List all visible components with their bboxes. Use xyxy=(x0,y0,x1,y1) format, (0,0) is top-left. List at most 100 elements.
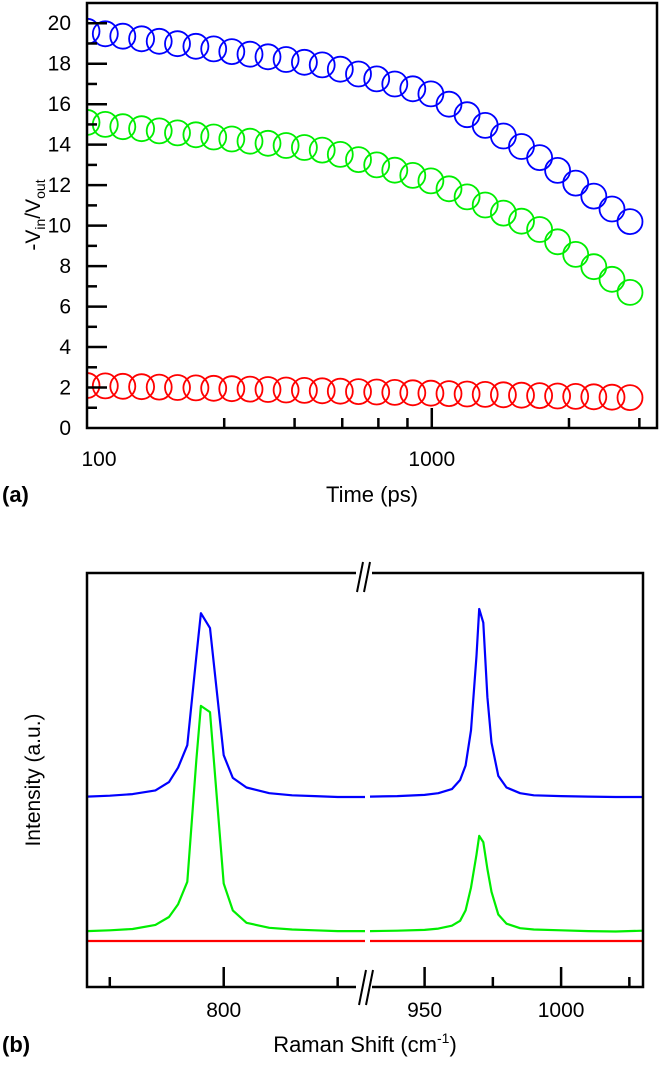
data-point xyxy=(218,125,246,153)
data-point xyxy=(88,372,101,399)
data-point xyxy=(345,60,372,88)
data-point xyxy=(254,129,282,157)
spectrum-line-seg1-series0 xyxy=(369,607,643,799)
data-point xyxy=(526,216,553,243)
data-point xyxy=(471,191,499,219)
data-point xyxy=(91,372,119,400)
panel-b-y-axis-label: Intensity (a.u.) xyxy=(22,713,45,846)
data-point xyxy=(109,372,137,400)
panel-b-raman-spectra-chart: 800 950 1000 Intensity (a.u.) Raman Shift … xyxy=(2,561,645,1057)
data-point xyxy=(598,265,626,293)
y-tick-label: 4 xyxy=(59,336,71,359)
y-tick-label: 18 xyxy=(48,53,71,76)
data-point xyxy=(109,113,137,141)
data-point xyxy=(417,379,445,407)
axis-break-top xyxy=(356,561,372,593)
data-point xyxy=(363,65,391,93)
data-point xyxy=(562,169,590,197)
data-point xyxy=(272,46,300,73)
x-tick-label: 800 xyxy=(206,999,241,1022)
data-point xyxy=(562,240,590,268)
data-point xyxy=(272,376,300,404)
data-point xyxy=(308,51,336,79)
panel-a-label: (a) xyxy=(2,482,29,507)
data-point xyxy=(489,199,517,227)
data-point xyxy=(489,122,517,150)
data-point xyxy=(435,380,463,408)
data-point xyxy=(345,378,372,406)
data-point xyxy=(145,27,173,55)
data-point xyxy=(326,377,354,405)
panel-a-y-axis-label: -Vin/Vout xyxy=(22,179,48,250)
data-point xyxy=(363,378,391,406)
data-point xyxy=(580,253,608,281)
data-point xyxy=(272,132,300,159)
data-point xyxy=(399,379,427,407)
data-point xyxy=(145,117,173,145)
data-point xyxy=(236,40,264,68)
panel-b-axis-ticks: 800 950 1000 xyxy=(108,967,631,1022)
data-point xyxy=(128,373,156,401)
panel-b-x-axis-label: Raman Shift (cm-1) xyxy=(273,1030,457,1057)
data-point xyxy=(399,75,427,103)
data-point xyxy=(417,167,445,195)
data-point xyxy=(88,109,101,136)
data-point xyxy=(508,133,535,160)
y-tick-label: 8 xyxy=(59,255,71,278)
data-point xyxy=(91,20,119,48)
data-point xyxy=(381,156,409,184)
data-point xyxy=(453,380,481,408)
y-tick-label: 16 xyxy=(48,93,71,116)
data-point xyxy=(381,378,409,406)
data-point xyxy=(109,22,137,50)
data-point xyxy=(164,119,191,147)
data-point xyxy=(363,151,391,179)
data-point xyxy=(182,121,210,149)
x-tick-label: 1000 xyxy=(538,999,585,1022)
data-point xyxy=(580,383,608,411)
y-tick-label: 0 xyxy=(59,417,71,440)
panel-a-time-decay-chart: 0 2 4 6 8 10 12 14 16 18 20 100 1000 -Vin/Vout Time … xyxy=(2,1,659,507)
data-point xyxy=(290,376,318,404)
data-point xyxy=(236,127,264,155)
data-point xyxy=(616,278,644,306)
data-point xyxy=(544,156,571,184)
data-point xyxy=(290,48,318,76)
data-point xyxy=(88,17,101,45)
data-point xyxy=(435,175,463,203)
axis-break-bottom xyxy=(356,969,374,1006)
y-tick-label: 14 xyxy=(48,134,72,157)
spectrum-line-seg0-series1 xyxy=(86,704,365,933)
data-point xyxy=(326,140,354,168)
data-point xyxy=(399,161,427,189)
data-point xyxy=(182,374,210,402)
data-point xyxy=(345,146,372,174)
data-point xyxy=(290,134,318,161)
data-point xyxy=(453,101,481,129)
data-point xyxy=(200,374,228,402)
y-tick-label: 2 xyxy=(59,377,71,400)
series-2 xyxy=(88,372,644,412)
x-tick-label: 950 xyxy=(407,999,442,1022)
panel-b-label: (b) xyxy=(2,1032,30,1057)
spectrum-line-seg0-series0 xyxy=(86,612,365,799)
y-tick-label: 10 xyxy=(48,215,71,238)
data-point xyxy=(254,43,282,71)
data-point xyxy=(254,376,282,403)
data-point xyxy=(308,377,336,405)
data-point xyxy=(580,182,608,210)
data-point xyxy=(489,381,517,409)
panel-b-spectra-lines xyxy=(86,607,644,943)
data-point xyxy=(164,374,191,401)
y-tick-label: 6 xyxy=(59,296,71,319)
y-tick-label: 12 xyxy=(48,174,71,197)
data-point xyxy=(544,382,571,410)
data-point xyxy=(128,25,156,53)
series-0 xyxy=(88,17,644,236)
data-point xyxy=(200,35,228,63)
panel-a-plot-frame xyxy=(85,1,659,430)
spectrum-line-seg1-series1 xyxy=(369,834,644,933)
data-point xyxy=(526,382,553,410)
series-1 xyxy=(88,109,644,306)
